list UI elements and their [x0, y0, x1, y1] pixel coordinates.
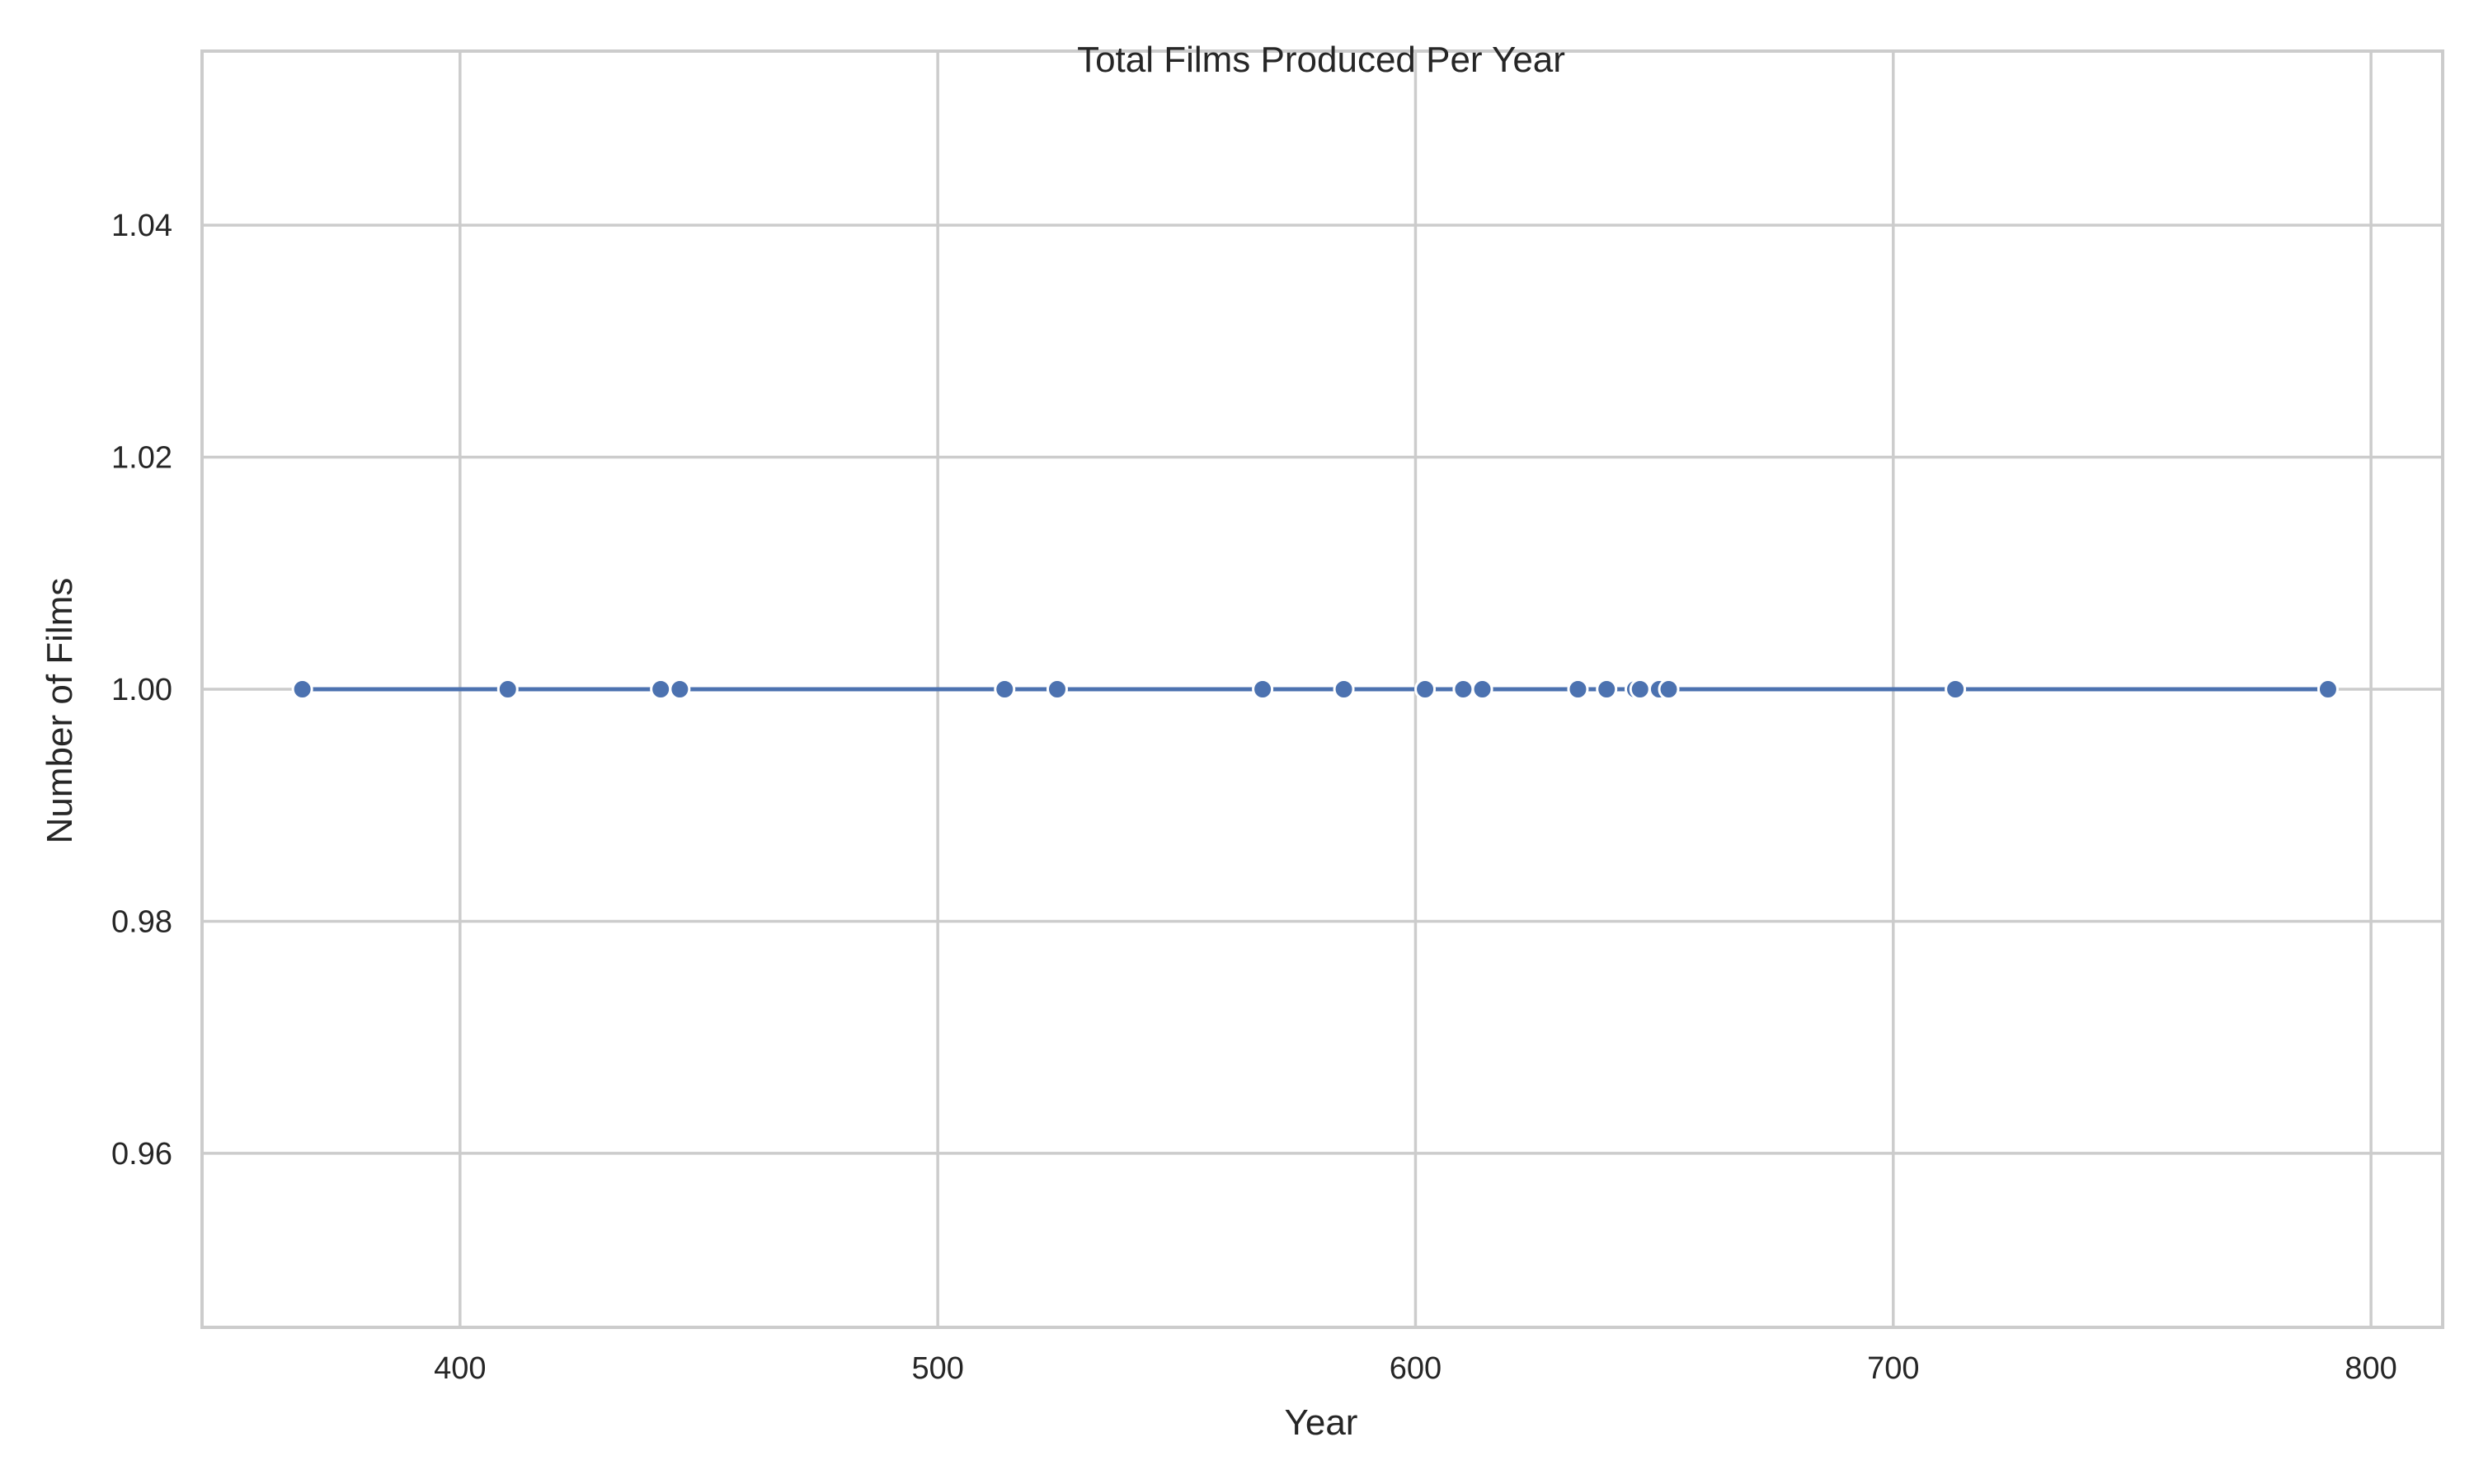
data-point	[1414, 679, 1437, 700]
data-point	[1252, 679, 1274, 700]
y-axis-label: Number of Films	[40, 578, 80, 844]
x-tick-label: 600	[1390, 1351, 1442, 1386]
data-point	[1333, 679, 1355, 700]
chart-title: Total Films Produced Per Year	[1077, 40, 1565, 80]
data-point	[1567, 679, 1589, 700]
data-point	[669, 679, 691, 700]
data-point	[1596, 679, 1618, 700]
data-point	[291, 679, 313, 700]
x-axis-label: Year	[1285, 1402, 1358, 1443]
y-tick-label: 0.98	[111, 904, 172, 939]
x-tick-label: 800	[2345, 1351, 2396, 1386]
plot-frame	[200, 49, 2444, 1329]
y-tick-label: 1.00	[111, 673, 172, 707]
y-tick-label: 1.04	[111, 209, 172, 243]
data-point	[1945, 679, 1967, 700]
tick-labels: 400 500 600 700 800 0.96 0.98 1.00 1.02 1.04	[111, 209, 2397, 1386]
grid	[202, 51, 2443, 1327]
data-point	[2316, 679, 2339, 700]
data-point	[1046, 679, 1068, 700]
data-point	[1471, 679, 1493, 700]
y-tick-label: 1.02	[111, 441, 172, 476]
data-point	[1658, 679, 1680, 700]
data-point	[496, 679, 519, 700]
data-point	[994, 679, 1016, 700]
series-layer	[291, 679, 2339, 700]
x-tick-label: 700	[1867, 1351, 1919, 1386]
x-tick-label: 400	[434, 1351, 486, 1386]
y-tick-label: 0.96	[111, 1137, 172, 1172]
data-point	[1629, 679, 1651, 700]
x-tick-label: 500	[911, 1351, 963, 1386]
data-point	[650, 679, 672, 700]
data-point	[1452, 679, 1475, 700]
